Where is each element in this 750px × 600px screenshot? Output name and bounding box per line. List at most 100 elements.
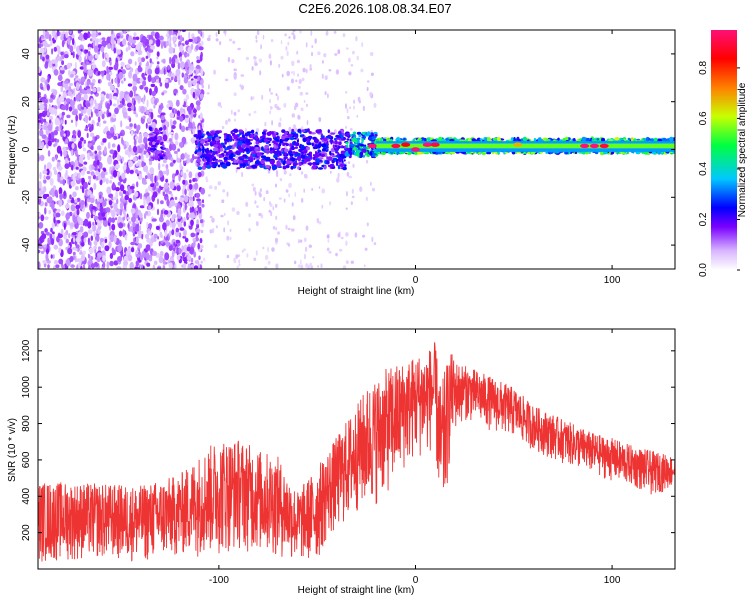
- spectrogram-noise-blob: [134, 191, 139, 198]
- spectrogram-noise-blob: [124, 234, 128, 241]
- spectrogram-noise-blob: [104, 245, 110, 252]
- spectrogram-sparse-blob: [214, 244, 218, 249]
- spectrogram-noise-blob: [131, 216, 136, 223]
- spectrogram-noise-blob: [47, 75, 50, 83]
- spectrogram-noise-blob: [92, 174, 96, 180]
- spectrogram-sparse-blob: [220, 105, 223, 109]
- spectrogram-noise-blob: [193, 265, 199, 269]
- spectrogram-sparse-blob: [208, 185, 213, 190]
- spectrogram-band-blob: [214, 130, 220, 134]
- spectrogram-band-blob: [361, 138, 364, 143]
- spectrogram-band-blob: [250, 146, 255, 151]
- spectrogram-band-blob: [230, 152, 234, 156]
- spectrogram-noise-blob: [97, 51, 101, 55]
- spectrogram-sparse-blob: [297, 264, 301, 268]
- spectrogram-band-blob: [340, 150, 346, 154]
- spectrogram-noise-blob: [39, 103, 45, 111]
- spectrogram-sparse-blob: [238, 263, 241, 267]
- spectrogram-noise-blob: [50, 94, 54, 99]
- spectrogram-band-blob: [298, 148, 303, 152]
- spectrogram-noise-blob: [42, 30, 46, 37]
- spectrogram-noise-blob: [149, 174, 154, 182]
- spectrogram-band-blob: [148, 126, 152, 131]
- spectrogram-noise-blob: [133, 138, 137, 146]
- spectrogram-noise-blob: [133, 110, 137, 115]
- spectrogram-noise-blob: [94, 150, 98, 155]
- spectrogram-noise-blob: [161, 43, 163, 49]
- spectrogram-sparse-blob: [264, 254, 269, 261]
- spectrogram-noise-blob: [59, 193, 63, 200]
- spectrogram-sparse-blob: [286, 70, 291, 77]
- spectrogram-noise-blob: [97, 79, 101, 84]
- spectrogram-noise-blob: [169, 181, 175, 190]
- spectrogram-noise-blob: [127, 107, 132, 112]
- spectrogram-noise-blob: [180, 219, 184, 223]
- spectrogram-noise-blob: [99, 194, 102, 199]
- spectrogram-noise-blob: [97, 222, 102, 227]
- spectrogram-noise-blob: [44, 44, 47, 53]
- spectrogram-noise-blob: [172, 173, 175, 181]
- spectrogram-noise-blob: [44, 164, 47, 171]
- spectrogram-sparse-blob: [297, 85, 301, 89]
- spectrogram-noise-blob: [60, 85, 64, 93]
- spectrogram-sparse-blob: [305, 174, 308, 179]
- spectrogram-noise-blob: [71, 143, 75, 149]
- spectrogram-sparse-blob: [209, 229, 213, 234]
- spectrogram-noise-blob: [136, 95, 142, 102]
- spectrogram-noise-blob: [104, 238, 108, 243]
- spectrogram-band-blob: [299, 134, 303, 138]
- spectrogram-noise-blob: [121, 80, 124, 84]
- spectrogram-noise-blob: [147, 230, 153, 236]
- spectrogram-noise-blob: [132, 156, 138, 162]
- spectrogram-noise-blob: [148, 223, 153, 229]
- spectrogram-sparse-blob: [245, 127, 247, 133]
- spectrogram-band-blob: [356, 131, 362, 135]
- spectrogram-sparse-blob: [253, 56, 257, 60]
- spectrogram-band-blob: [306, 146, 310, 151]
- spectrogram-sparse-blob: [348, 175, 353, 179]
- spectrogram-noise-blob: [128, 197, 133, 203]
- spectrogram-sparse-blob: [305, 103, 309, 107]
- spectrogram-marks: [38, 30, 675, 269]
- spectrogram-noise-blob: [91, 78, 96, 84]
- spectrogram-noise-blob: [113, 96, 118, 100]
- spectrogram-noise-blob: [120, 91, 125, 96]
- spectrogram-band-blob: [246, 131, 252, 134]
- spectrogram-sparse-blob: [320, 263, 323, 269]
- spectrogram-sparse-blob: [285, 189, 289, 193]
- spectrogram-noise-blob: [70, 180, 76, 187]
- spectrogram-noise-blob: [145, 252, 150, 261]
- spectrogram-noise-blob: [116, 35, 120, 39]
- spectrogram-noise-blob: [83, 181, 88, 190]
- spectrogram-sparse-blob: [330, 170, 332, 174]
- spectrogram-noise-blob: [163, 124, 167, 131]
- spectrogram-noise-blob: [176, 185, 181, 192]
- spectrogram-sparse-blob: [219, 41, 222, 46]
- spectrogram-sparse-blob: [296, 59, 300, 64]
- spectrogram-noise-blob: [125, 191, 130, 197]
- spectrogram-noise-blob: [179, 35, 183, 43]
- spectrogram-noise-blob: [87, 253, 90, 259]
- spectrogram-sparse-blob: [272, 206, 275, 211]
- spectrogram-noise-blob: [60, 123, 63, 130]
- spectrogram-noise-blob: [46, 110, 50, 117]
- spectrogram-band-blob: [310, 156, 313, 160]
- spectrogram-noise-blob: [43, 175, 46, 181]
- spectrogram-sparse-blob: [294, 260, 297, 265]
- spectrogram-sparse-blob: [208, 34, 211, 38]
- spectrogram-band-blob: [285, 160, 291, 165]
- spectrogram-sparse-blob: [263, 196, 266, 202]
- spectrogram-noise-blob: [151, 236, 155, 243]
- spectrogram-noise-blob: [94, 54, 99, 59]
- spectrogram-noise-blob: [154, 67, 160, 75]
- spectrogram-sparse-blob: [200, 229, 204, 234]
- spectrogram-noise-blob: [199, 237, 203, 244]
- spectrogram-noise-blob: [144, 233, 150, 240]
- spectrogram-noise-blob: [195, 64, 201, 70]
- spectrogram-band-blob: [247, 160, 250, 165]
- spectrogram-sparse-blob: [290, 78, 295, 84]
- spectrogram-noise-blob: [137, 51, 141, 56]
- spectrogram-noise-blob: [158, 241, 161, 247]
- spectrogram-noise-blob: [101, 39, 107, 48]
- spectrogram-noise-blob: [38, 197, 41, 205]
